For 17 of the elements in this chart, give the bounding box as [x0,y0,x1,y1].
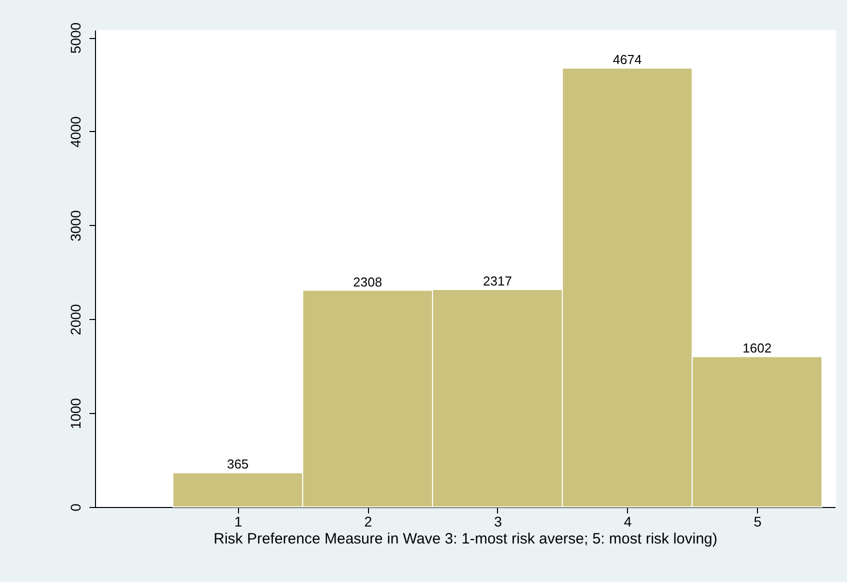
x-tick-label: 2 [364,514,372,530]
y-tick-label: 1000 [68,398,84,430]
data-label: 2308 [353,274,382,290]
data-label: 1602 [742,340,772,356]
x-tick-label: 4 [624,514,632,530]
y-tick-label: 2000 [68,304,84,336]
y-tick-label: 4000 [68,116,84,148]
data-label: 2317 [482,273,512,288]
x-tick-label: 1 [234,514,242,530]
data-label: 4674 [612,52,642,68]
data-label: 365 [226,456,249,472]
y-tick-label: 0 [68,503,84,512]
x-tick-label: 3 [494,514,502,530]
x-axis-title: Risk Preference Measure in Wave 3: 1-most risk averse; 5: most risk loving) [214,530,718,548]
y-tick-label: 5000 [68,22,84,54]
x-tick-label: 5 [754,514,762,530]
y-tick-label: 3000 [68,210,84,242]
